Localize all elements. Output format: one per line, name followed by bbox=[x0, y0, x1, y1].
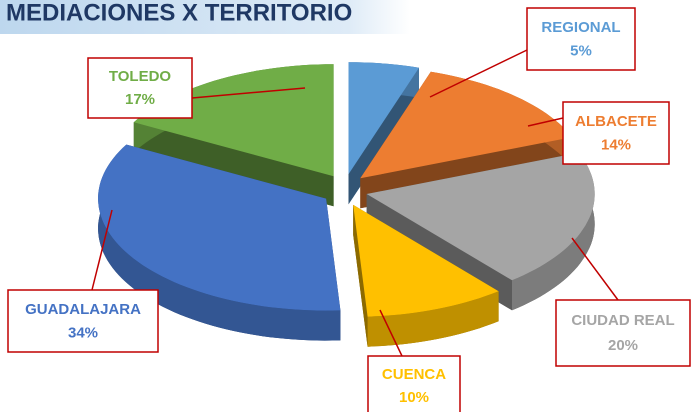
title-band bbox=[0, 0, 410, 34]
slice-wall bbox=[367, 291, 499, 347]
chart-title: MEDIACIONES X TERRITORIO bbox=[6, 0, 352, 26]
leader-line bbox=[429, 49, 528, 98]
label-box bbox=[367, 355, 461, 412]
pie bbox=[98, 62, 595, 347]
pie-slice bbox=[353, 204, 499, 347]
leader-line bbox=[571, 237, 619, 301]
label-name: CIUDAD REAL bbox=[571, 312, 674, 329]
label-box bbox=[526, 7, 636, 71]
label-name: ALBACETE bbox=[575, 113, 657, 130]
slice-side bbox=[133, 122, 334, 207]
slice-top bbox=[348, 62, 419, 175]
labels: REGIONAL 5% ALBACETE 14% CIUDAD REAL 20% CUENC… bbox=[7, 7, 691, 412]
slice-side bbox=[353, 204, 368, 347]
leader-line bbox=[379, 309, 403, 357]
label-value: 34% bbox=[68, 324, 98, 341]
label-value: 20% bbox=[608, 337, 638, 354]
pie-slice bbox=[360, 71, 573, 209]
label-name: GUADALAJARA bbox=[25, 301, 141, 318]
label-box bbox=[562, 101, 670, 165]
label-value: 5% bbox=[570, 42, 592, 59]
label-name: REGIONAL bbox=[541, 19, 620, 36]
slice-top bbox=[353, 204, 499, 317]
slice-top bbox=[360, 71, 573, 179]
label-box bbox=[7, 289, 159, 353]
leader-line bbox=[91, 209, 113, 291]
label-name: CUENCA bbox=[382, 366, 446, 383]
label-value: 14% bbox=[601, 136, 631, 153]
slice-wall bbox=[512, 152, 595, 311]
pie-slice bbox=[366, 152, 595, 311]
label-box bbox=[87, 57, 193, 119]
label-box bbox=[555, 299, 691, 367]
slice-top bbox=[98, 144, 341, 311]
leader-line bbox=[527, 117, 564, 127]
label-value: 17% bbox=[125, 91, 155, 108]
label-value: 10% bbox=[399, 389, 429, 406]
label-name: TOLEDO bbox=[109, 68, 172, 85]
slice-top bbox=[366, 152, 595, 281]
leader-line bbox=[191, 87, 306, 99]
